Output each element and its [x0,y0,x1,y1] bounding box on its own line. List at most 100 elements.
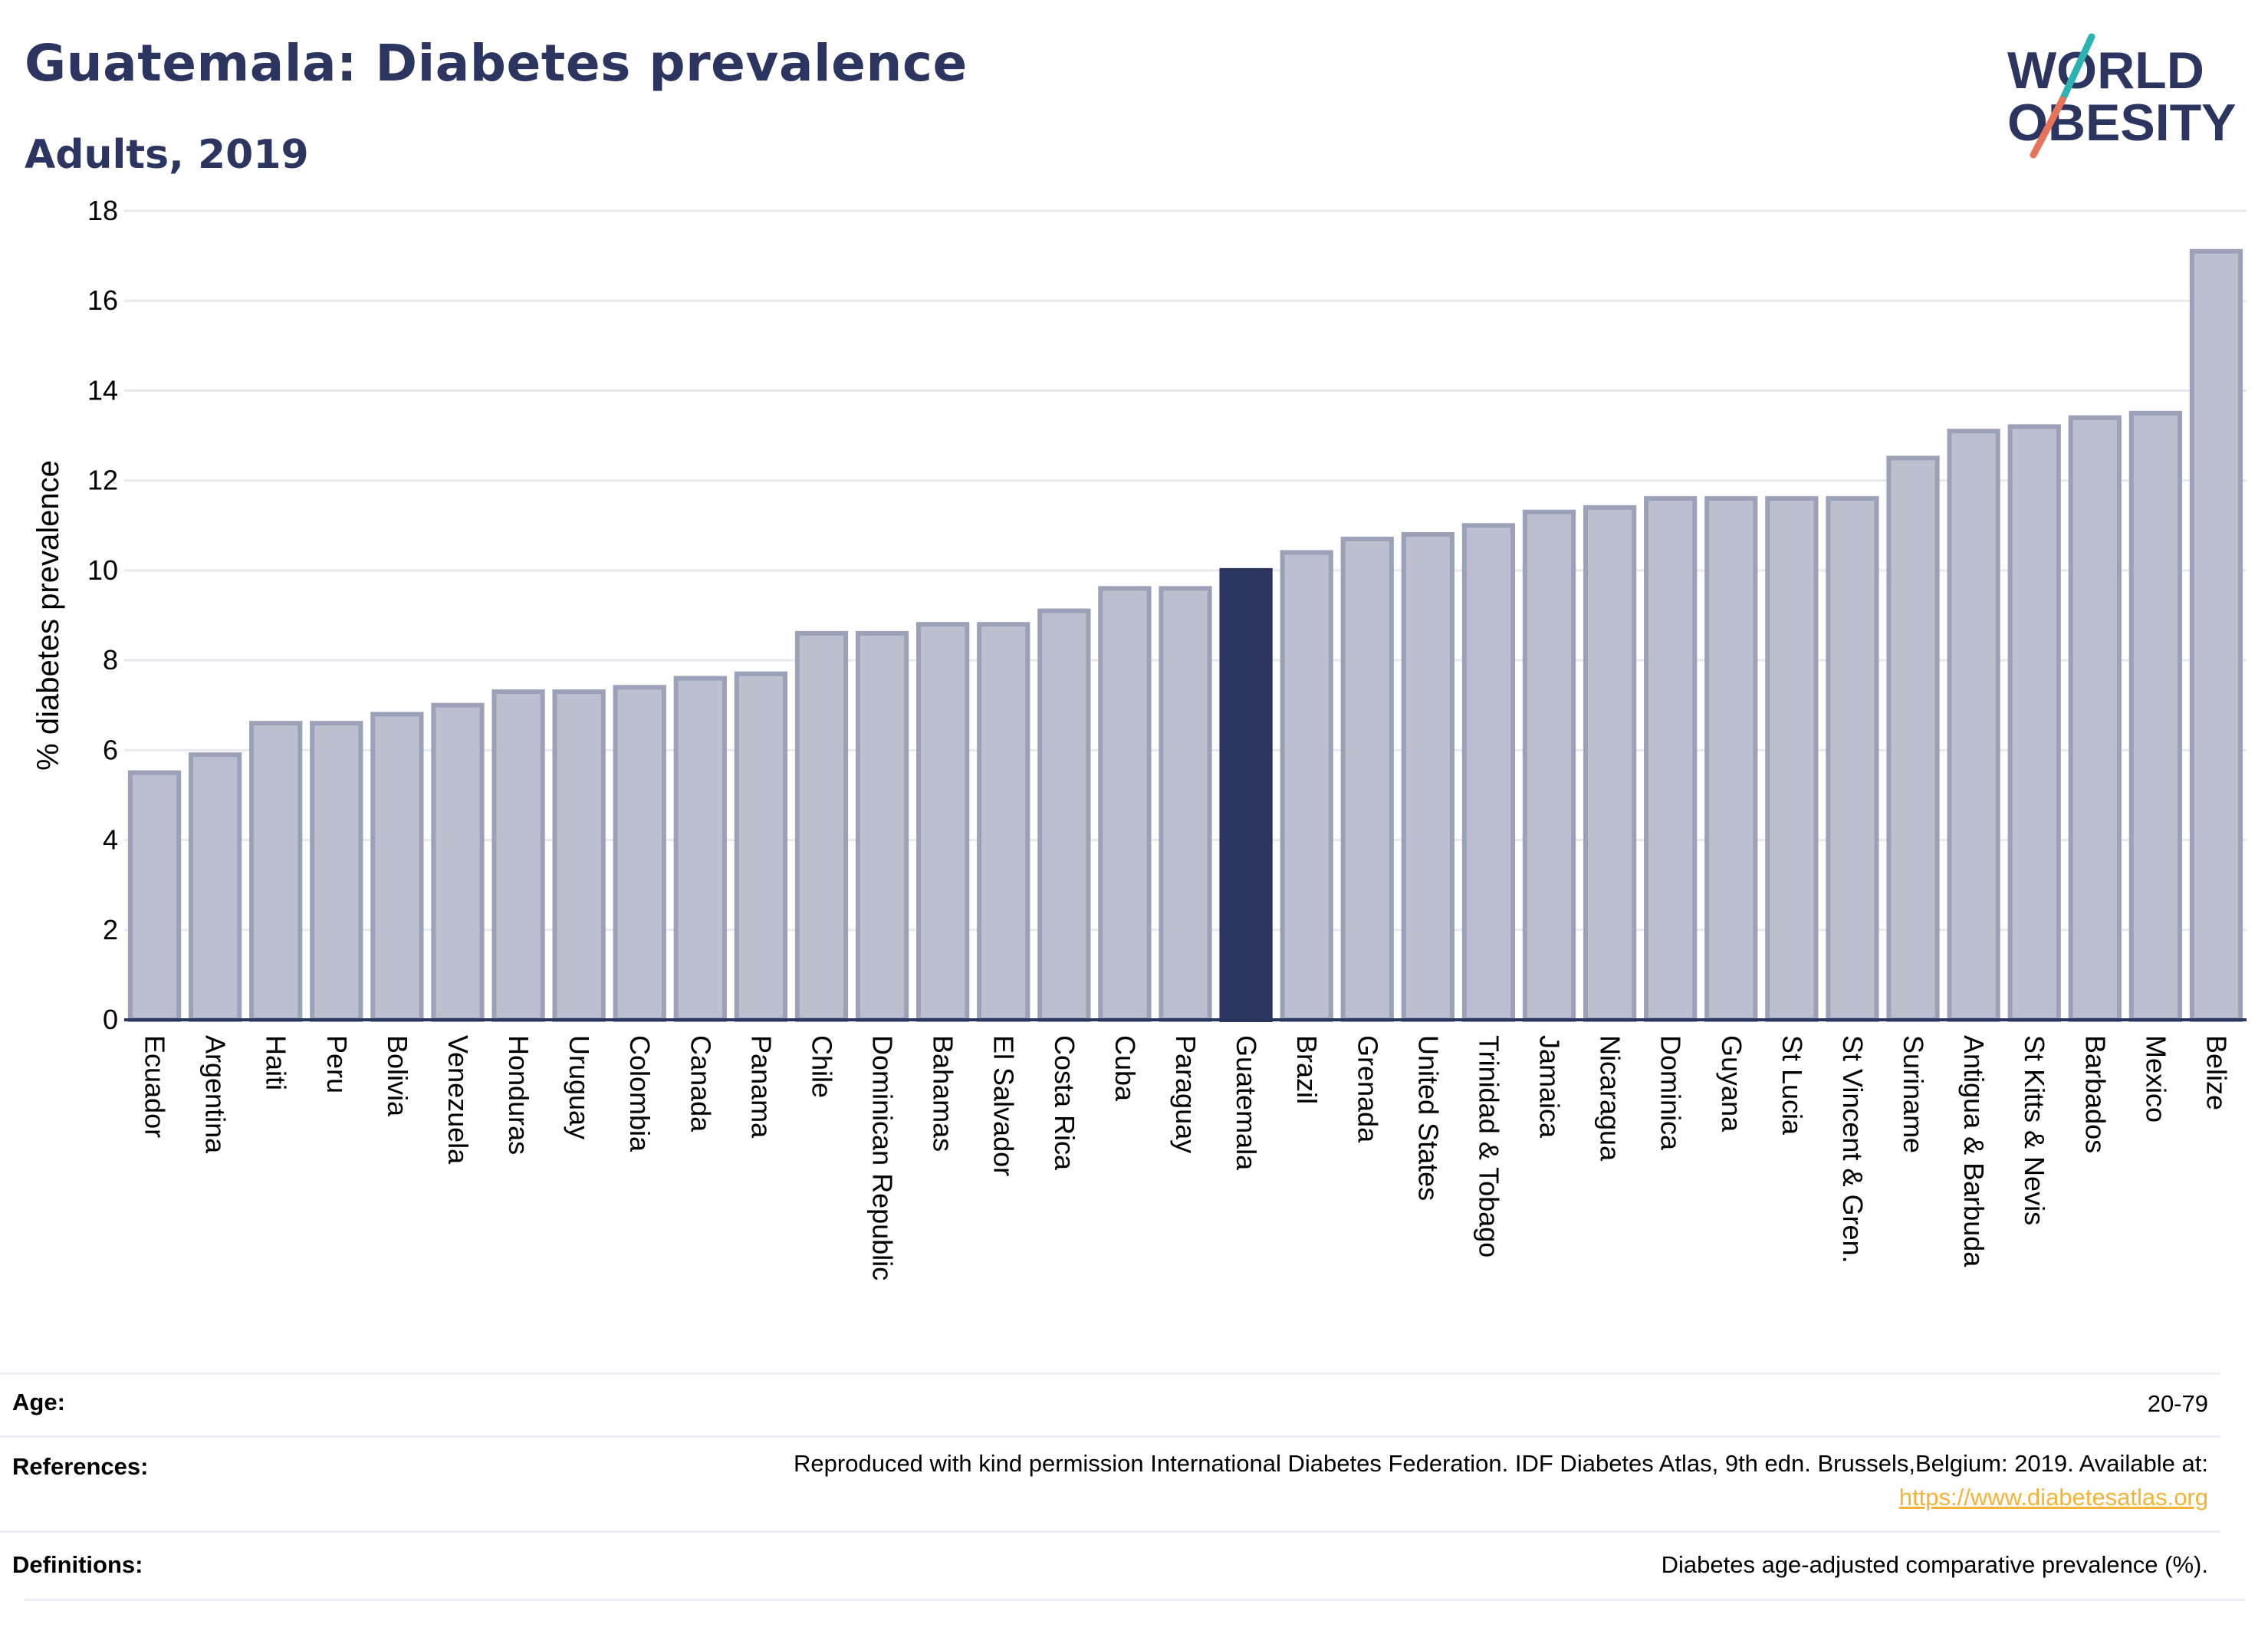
x-tick-label: Suriname [1898,1035,1929,1153]
x-tick-label: Antigua & Barbuda [1958,1035,1990,1267]
y-tick-label: 6 [103,734,118,765]
bar [1098,586,1152,1022]
bar [855,630,909,1022]
x-tick-label: Bahamas [928,1035,959,1152]
bar [673,676,727,1022]
bar [370,712,424,1022]
bar [2189,248,2243,1022]
bar [1461,523,1516,1022]
logo-slash-coral [2030,96,2066,159]
y-tick-label: 12 [87,465,118,496]
bar [1340,536,1394,1022]
bar [2068,415,2122,1022]
x-tick-label: Panama [745,1035,777,1139]
x-tick-label: Brazil [1291,1035,1323,1104]
y-tick-label: 16 [87,284,118,316]
x-tick-label: Jamaica [1534,1035,1566,1139]
bar [734,671,788,1022]
y-tick-label: 14 [87,374,118,406]
x-tick-label: Canada [685,1035,716,1133]
x-tick-label: Paraguay [1170,1035,1201,1153]
bar [188,752,242,1022]
logo-word-obesity: OBESITY [2007,94,2237,152]
x-tick-label: Argentina [200,1035,232,1154]
bar [1401,532,1454,1022]
x-tick-label: Nicaragua [1595,1035,1626,1162]
bar [2128,410,2183,1022]
x-tick-label: Cuba [1109,1035,1141,1102]
x-tick-label: Dominican Republic [867,1035,899,1281]
bar [1037,608,1091,1022]
x-tick-label: Belize [2201,1035,2232,1110]
references-value: Reproduced with kind permission Internat… [794,1447,2208,1514]
bar [431,702,485,1022]
y-tick-label: 18 [87,195,118,226]
x-tick-label: Honduras [503,1035,534,1155]
definitions-value: Diabetes age-adjusted comparative preval… [1661,1551,2208,1578]
chart-subtitle: Adults, 2019 [25,132,309,178]
bar [916,622,970,1022]
bar [127,770,182,1023]
x-tick-label: El Salvador [988,1035,1020,1176]
x-tick-label: Venezuela [442,1035,474,1165]
x-tick-label: Guyana [1716,1035,1747,1133]
y-tick-label: 10 [87,554,118,586]
bar [977,622,1030,1022]
logo-slash-teal [2059,33,2095,104]
x-tick-label: Peru [321,1035,353,1093]
x-tick-label: St Lucia [1777,1035,1808,1136]
definitions-label: Definitions: [12,1551,143,1578]
bar [613,685,666,1022]
x-tick-label: Uruguay [564,1035,595,1139]
x-tick-label: United States [1412,1035,1444,1201]
bar [1644,496,1698,1022]
bar [1583,505,1637,1022]
references-link[interactable]: https://www.diabetesatlas.org [1898,1484,2208,1511]
age-value: 20-79 [2147,1390,2208,1417]
bar [310,721,363,1023]
bar [552,689,606,1023]
age-label: Age: [12,1389,65,1415]
x-tick-label: St Kitts & Nevis [2019,1035,2050,1225]
bar [249,721,303,1023]
bar [1280,550,1333,1022]
world-obesity-logo: WORLD OBESITY [2007,33,2237,159]
chart-title: Guatemala: Diabetes prevalence [25,34,968,93]
info-row-references: References: Reproduced with kind permiss… [0,1435,2220,1530]
x-tick-label: Chile [806,1035,837,1098]
bar [1886,455,1940,1022]
bar [1159,586,1212,1022]
y-tick-label: 8 [103,644,118,676]
x-tick-label: St Vincent & Gren. [1837,1035,1869,1264]
x-tick-label: Bolivia [382,1035,413,1117]
bar [1704,496,1758,1022]
bar [1765,496,1819,1022]
y-tick-label: 0 [103,1004,118,1035]
x-tick-label: Barbados [2079,1035,2111,1153]
x-tick-label: Haiti [261,1035,292,1090]
bar [2007,424,2061,1022]
references-label: References: [12,1453,149,1480]
bar [1522,509,1576,1022]
bar [1219,567,1273,1022]
bar-chart: 0 2 4 6 8 10 12 14 16 18 % diabetes prevalence Ecua… [31,195,2247,1281]
info-row-definitions: Definitions: Diabetes age-adjusted compa… [0,1530,2220,1599]
references-text: Reproduced with kind permission Internat… [794,1450,2208,1477]
bar [1947,429,2000,1022]
x-tick-label: Guatemala [1231,1035,1262,1171]
bar [794,630,849,1022]
x-tick-label: Trinidad & Tobago [1473,1035,1504,1258]
x-tick-label: Ecuador [140,1035,171,1138]
y-tick-label: 4 [103,824,118,856]
x-tick-label: Grenada [1352,1035,1383,1143]
bar [491,689,545,1023]
x-tick-label: Mexico [2140,1035,2171,1123]
x-tick-label: Costa Rica [1049,1035,1080,1171]
bar [1826,496,1879,1022]
x-tick-label: Colombia [624,1035,656,1152]
y-axis-label: % diabetes prevalence [31,460,65,771]
x-tick-label: Dominica [1655,1035,1687,1151]
bottom-divider [25,1599,2245,1601]
y-tick-label: 2 [103,914,118,945]
info-row-age: Age: 20-79 [0,1373,2220,1436]
